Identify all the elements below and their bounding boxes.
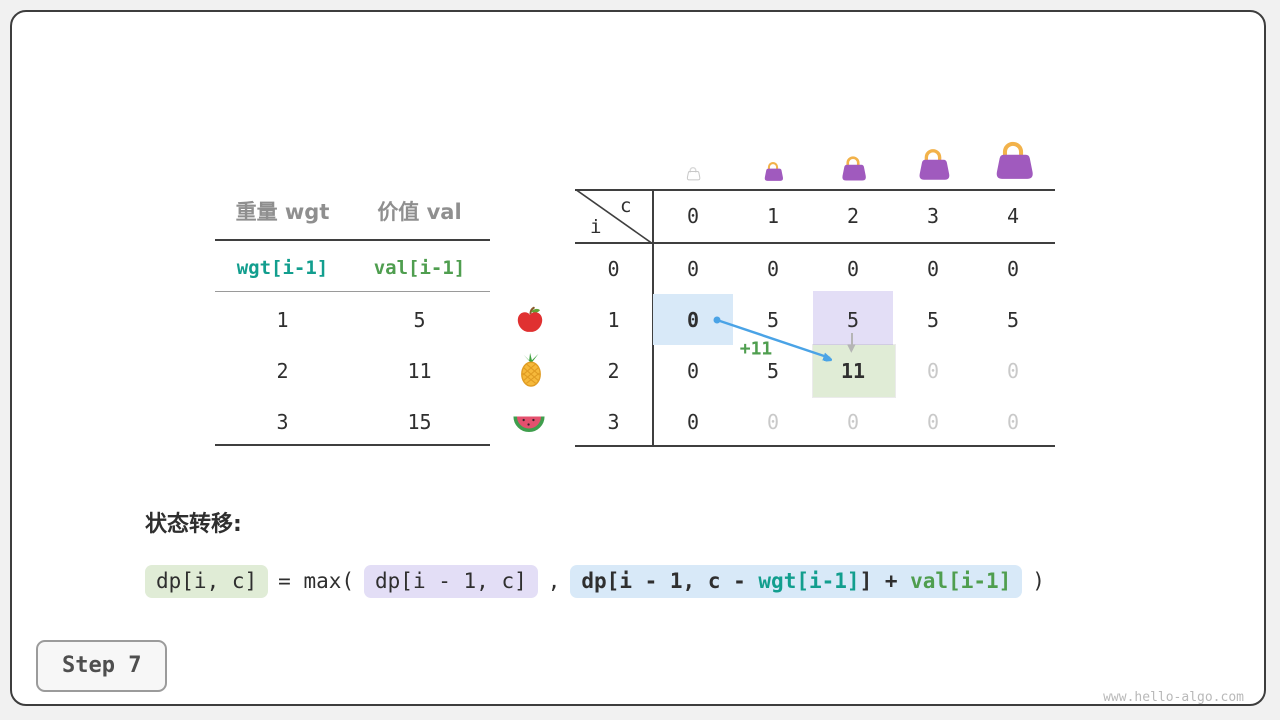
dp-cell: 0 bbox=[926, 409, 940, 434]
formula-option2-val: val[i-1] bbox=[910, 568, 1012, 593]
item-row-value: 5 bbox=[413, 308, 426, 332]
formula-lhs-chip: dp[i, c] bbox=[145, 564, 269, 598]
watermelon-icon bbox=[513, 408, 545, 440]
item-row-weight: 2 bbox=[276, 359, 289, 383]
formula-option2-prefix: dp[i - 1, c - bbox=[581, 568, 759, 593]
formula-comma: , bbox=[547, 569, 561, 593]
dp-cell: 0 bbox=[1006, 358, 1020, 383]
dp-row-header: 2 bbox=[607, 358, 620, 383]
formula-option1-chip: dp[i - 1, c] bbox=[364, 564, 538, 598]
formula-close-paren: ) bbox=[1032, 569, 1045, 593]
dp-row-header: 0 bbox=[607, 256, 620, 281]
dp-cell: 11 bbox=[840, 358, 866, 383]
dp-cell: 0 bbox=[926, 358, 940, 383]
dp-row-header: 3 bbox=[607, 409, 620, 434]
dp-col-header: 1 bbox=[766, 204, 780, 228]
item-row-value: 11 bbox=[407, 359, 432, 383]
dp-corner-col-var: c bbox=[620, 195, 632, 217]
dp-cell: 0 bbox=[846, 409, 860, 434]
step-badge: Step 7 bbox=[36, 640, 168, 693]
dp-cell: 5 bbox=[926, 307, 940, 332]
items-header-weight: 重量 wgt bbox=[235, 200, 330, 224]
items-sub-wgt: wgt[i-1] bbox=[236, 257, 329, 279]
dp-cell: 0 bbox=[686, 307, 700, 332]
dp-cell: 0 bbox=[1006, 256, 1020, 281]
apple-icon bbox=[514, 304, 546, 336]
arrow-add-value-label: +11 bbox=[739, 338, 773, 360]
state-transition-heading: 状态转移: bbox=[145, 512, 242, 537]
dp-cell: 5 bbox=[766, 358, 780, 383]
items-table-bottom-rule bbox=[215, 444, 490, 446]
dp-table-top-rule bbox=[575, 189, 1055, 191]
watermark-url: www.hello-algo.com bbox=[1103, 690, 1244, 705]
dp-cell: 0 bbox=[846, 256, 860, 281]
item-row-value: 15 bbox=[407, 410, 432, 434]
formula-eq-max: = max( bbox=[278, 569, 355, 593]
dp-col-header: 3 bbox=[926, 204, 940, 228]
dp-cell: 0 bbox=[686, 256, 700, 281]
dp-cell: 0 bbox=[766, 256, 780, 281]
dp-corner-row-var: i bbox=[590, 216, 602, 238]
items-sub-val: val[i-1] bbox=[373, 257, 466, 279]
formula-option2-chip: dp[i - 1, c - wgt[i-1]] + val[i-1] bbox=[570, 564, 1023, 598]
dp-col-header: 0 bbox=[686, 204, 700, 228]
dp-corner-diagonal bbox=[575, 189, 653, 244]
dp-table-bottom-rule bbox=[575, 445, 1055, 447]
state-transition-formula: dp[i, c] = max( dp[i - 1, c] , dp[i - 1,… bbox=[145, 560, 1045, 602]
dp-cell: 0 bbox=[686, 358, 700, 383]
item-row-weight: 1 bbox=[276, 308, 289, 332]
items-table-sub-rule bbox=[215, 291, 490, 292]
bag-capacity-4-icon bbox=[990, 139, 1036, 182]
formula-option2-mid: ] + bbox=[859, 568, 911, 593]
items-table-header-rule bbox=[215, 239, 490, 241]
bag-capacity-1-icon bbox=[761, 161, 785, 182]
dp-cell: 5 bbox=[1006, 307, 1020, 332]
items-header-value: 价值 val bbox=[377, 200, 462, 224]
dp-cell: 5 bbox=[846, 307, 860, 332]
pineapple-icon bbox=[515, 352, 547, 387]
bag-capacity-3-icon bbox=[914, 147, 952, 182]
formula-option2-wgt: wgt[i-1] bbox=[758, 568, 860, 593]
item-row-weight: 3 bbox=[276, 410, 289, 434]
dp-cell: 0 bbox=[766, 409, 780, 434]
dp-table-header-rule bbox=[575, 242, 1055, 244]
dp-row-header: 1 bbox=[607, 307, 620, 332]
bag-capacity-2-icon bbox=[838, 155, 868, 182]
bag-capacity-0-icon bbox=[685, 166, 701, 181]
dp-cell: 0 bbox=[926, 256, 940, 281]
dp-cell: 0 bbox=[686, 409, 700, 434]
dp-col-header: 2 bbox=[846, 204, 860, 228]
dp-cell: 5 bbox=[766, 307, 780, 332]
dp-col-header: 4 bbox=[1006, 204, 1020, 228]
dp-cell: 0 bbox=[1006, 409, 1020, 434]
